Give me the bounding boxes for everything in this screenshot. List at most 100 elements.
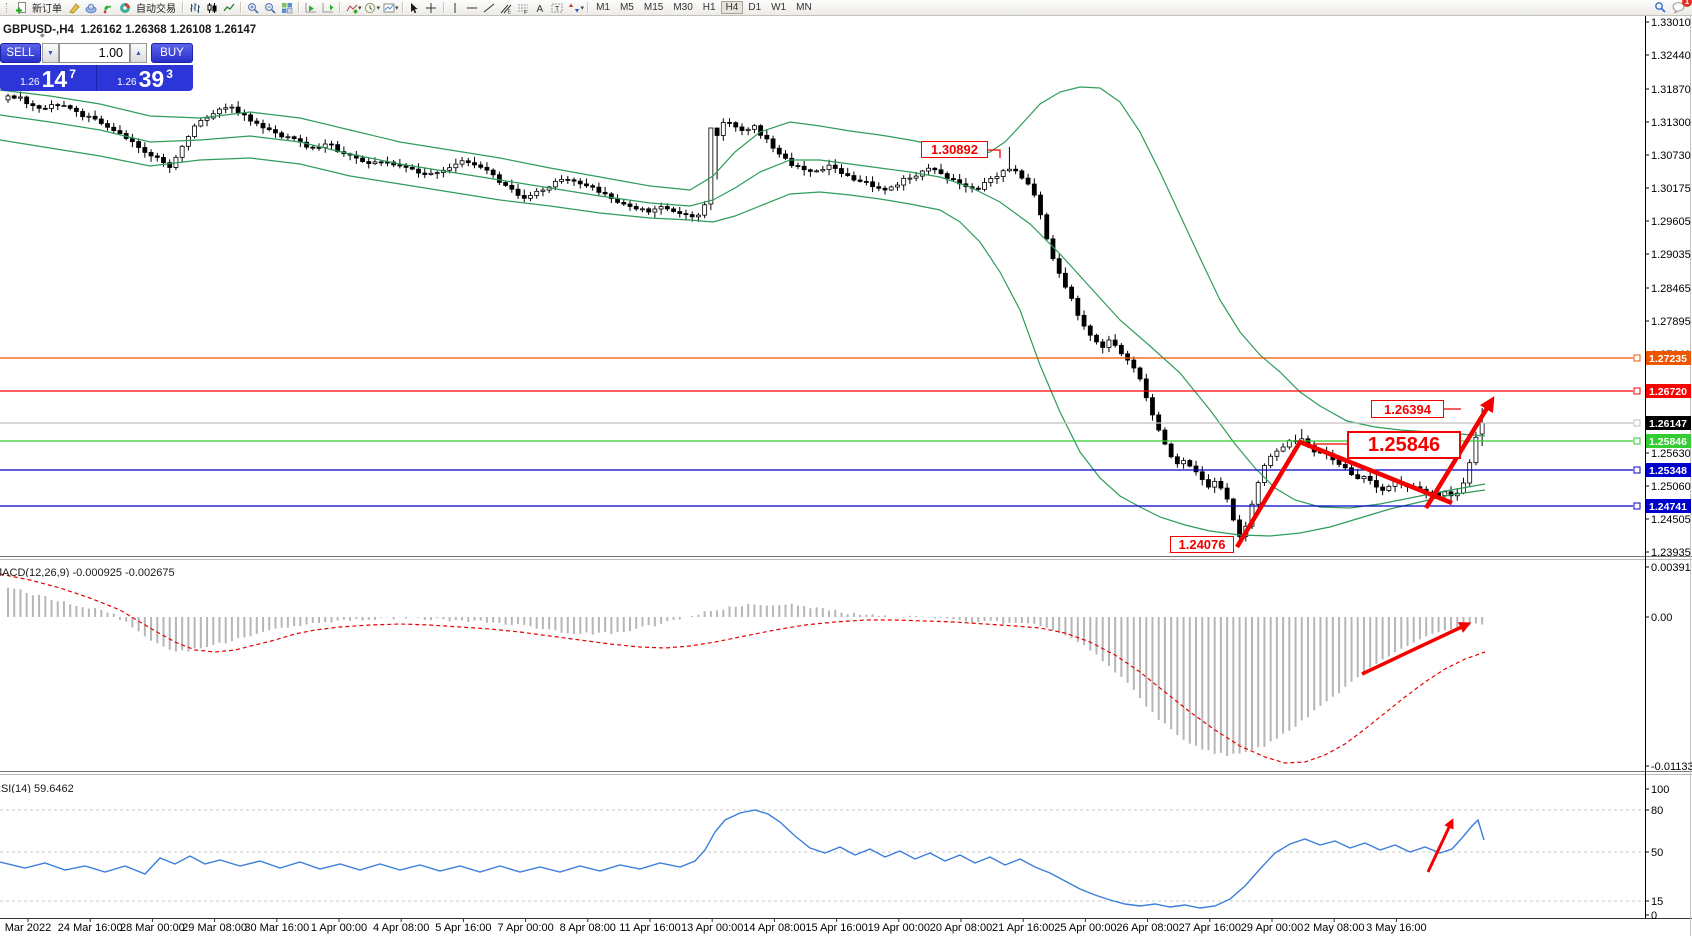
timeframe-w1[interactable]: W1 [771,2,787,13]
line-chart-icon[interactable] [220,1,237,15]
svg-text:1.26720: 1.26720 [1649,386,1687,398]
periods-dropdown-caret-icon[interactable]: ▾ [376,4,381,12]
auto-scroll-icon[interactable] [302,1,319,15]
volume-decrease-button[interactable]: ▼ [42,43,59,63]
svg-text:15 Apr 16:00: 15 Apr 16:00 [805,922,867,934]
notifications-icon[interactable]: 1 [1669,0,1692,15]
cursor-icon[interactable] [406,1,423,15]
ask-price[interactable]: 1.26 39 3 [97,65,193,91]
svg-text:0.00391: 0.00391 [1651,562,1691,574]
timeframe-h4[interactable]: H4 [720,1,744,14]
svg-text:1.26147: 1.26147 [1649,418,1687,430]
svg-text:1.32440: 1.32440 [1651,50,1691,62]
svg-text:1.27895: 1.27895 [1651,316,1691,328]
notification-badge: 1 [1682,0,1692,7]
zoom-in-icon[interactable] [244,1,261,15]
new-order-label[interactable]: 新订单 [32,4,62,15]
bid-price-sup: 7 [69,67,76,81]
text-label-icon[interactable]: T [549,1,566,15]
svg-text:1.28465: 1.28465 [1651,283,1691,295]
svg-text:1.30175: 1.30175 [1651,183,1691,195]
timeframe-m15[interactable]: M15 [643,2,664,13]
price-annotation-swing-high[interactable]: 1.30892 [921,141,988,158]
svg-text:E: E [508,9,512,14]
toolbar-separator [587,2,589,13]
svg-text:0: 0 [1651,910,1657,922]
svg-text:1.25846: 1.25846 [1649,436,1687,448]
toolbar-separator [240,2,241,13]
svg-text:21 Apr 16:00: 21 Apr 16:00 [992,922,1054,934]
chart-shift-icon[interactable] [319,1,336,15]
fibonacci-icon[interactable]: F [515,1,532,15]
trendline-icon[interactable] [481,1,498,15]
indicators-dropdown-caret-icon[interactable]: ▾ [358,4,362,12]
vertical-line-icon[interactable] [447,1,464,15]
crosshair-icon[interactable] [423,1,440,15]
autotrading-icon[interactable] [116,1,133,15]
ask-price-sup: 3 [166,67,173,81]
autotrading-label[interactable]: 自动交易 [136,4,176,15]
tile-windows-icon[interactable] [278,1,295,15]
timeframe-m30[interactable]: M30 [673,2,693,13]
horizontal-line-icon[interactable] [464,1,481,15]
buy-button[interactable]: BUY [151,43,193,63]
price-axis[interactable]: 1.33010 1.32440 1.31870 1.31300 1.30730 1.301… [1645,17,1692,922]
svg-text:1.30730: 1.30730 [1651,150,1691,162]
macd-label: MACD(12,26,9) -0.000925 -0.002675 [0,567,175,577]
bid-price[interactable]: 1.26 14 7 [0,65,97,91]
one-click-trade-panel: SELL ▼ ▲ BUY 1.26 14 7 1.26 39 3 [0,38,193,91]
svg-text:1 Apr 00:00: 1 Apr 00:00 [311,922,367,934]
sell-button[interactable]: SELL [0,43,41,63]
bar-chart-icon[interactable] [186,1,203,15]
svg-text:4 Apr 08:00: 4 Apr 08:00 [373,922,429,934]
svg-text:1.29035: 1.29035 [1651,249,1691,261]
timeframe-m1[interactable]: M1 [596,2,610,13]
svg-text:1.25348: 1.25348 [1649,465,1687,477]
candlestick-chart-icon[interactable] [203,1,220,15]
new-order-icon[interactable] [12,1,29,15]
svg-text:25 Apr 00:00: 25 Apr 00:00 [1054,922,1116,934]
panel-toggle-icon[interactable]: ◆ [40,33,45,39]
arrows-icon[interactable] [566,1,583,15]
search-icon[interactable] [1652,1,1669,15]
toolbar-separator [298,2,299,13]
signals-icon[interactable] [99,1,116,15]
timeframe-m5[interactable]: M5 [619,2,634,13]
arrows-dropdown-caret-icon[interactable]: ▾ [580,4,585,12]
timeframe-d1[interactable]: D1 [748,2,762,13]
volume-input[interactable] [59,43,130,63]
svg-text:30 Mar 16:00: 30 Mar 16:00 [244,922,309,934]
macd-indicator [0,573,1486,764]
svg-text:0.00: 0.00 [1651,612,1672,624]
timeframe-h1[interactable]: H1 [702,2,716,13]
svg-text:15: 15 [1651,896,1663,908]
periods-clock-icon[interactable] [362,1,379,15]
svg-text:11 Apr 16:00: 11 Apr 16:00 [619,922,681,934]
svg-text:1.25630: 1.25630 [1651,448,1691,460]
price-annotation-resistance[interactable]: 1.25846 [1347,431,1461,459]
svg-text:50: 50 [1651,847,1663,859]
zoom-out-icon[interactable] [261,1,278,15]
price-annotation-recent-high[interactable]: 1.26394 [1371,400,1444,418]
toolbar-separator [339,2,340,13]
templates-dropdown-caret-icon[interactable]: ▾ [395,4,399,12]
ask-price-big: 39 [138,66,165,92]
timeframe-mn[interactable]: MN [796,2,812,13]
rsi-label: RSI(14) 59.6462 [0,783,74,793]
rsi-indicator [0,809,1645,909]
price-annotation-swing-low[interactable]: 1.24076 [1170,536,1234,553]
indicators-icon[interactable] [343,1,360,15]
volume-increase-button[interactable]: ▲ [130,43,147,63]
svg-text:20 Apr 08:00: 20 Apr 08:00 [930,922,992,934]
svg-text:1.31870: 1.31870 [1651,84,1691,96]
text-icon[interactable]: A [532,1,549,15]
templates-icon[interactable] [380,1,397,15]
svg-text:3 May 16:00: 3 May 16:00 [1366,922,1427,934]
publish-icon[interactable] [82,1,99,15]
equidistant-channel-icon[interactable]: E [498,1,515,15]
svg-text:100: 100 [1651,784,1669,796]
svg-text:29 Mar 08:00: 29 Mar 08:00 [182,922,247,934]
styles-icon[interactable] [65,1,82,15]
